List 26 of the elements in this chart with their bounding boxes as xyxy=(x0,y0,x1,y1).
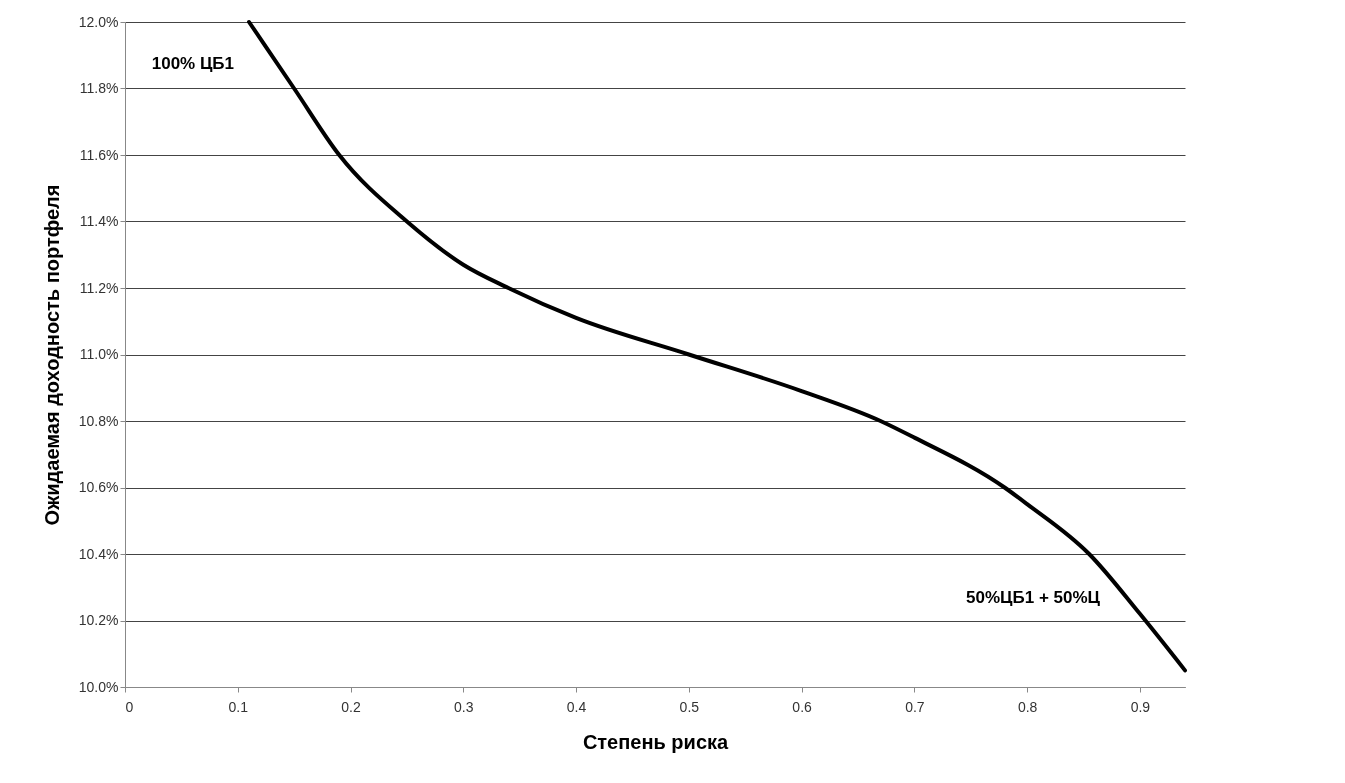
y-tick-label: 10.2% xyxy=(78,612,119,628)
x-tick-label: 0.9 xyxy=(1130,698,1151,715)
y-tick-label: 10.4% xyxy=(78,545,119,562)
y-tick-label: 11.2% xyxy=(79,279,119,296)
y-tick-label: 10.8% xyxy=(78,412,119,429)
y-axis-title: Ожидаемая доходность портфеля xyxy=(40,184,63,526)
x-tick-label: 0.7 xyxy=(905,698,925,715)
x-axis-title: Степень риска xyxy=(582,730,730,753)
y-tick-label: 11.8% xyxy=(79,80,119,96)
y-tick-label: 10.0% xyxy=(78,678,119,695)
y-tick-label: 11.4% xyxy=(79,213,119,229)
y-tick-label: 12.0% xyxy=(78,13,119,30)
x-tick-label: 0.8 xyxy=(1017,698,1038,715)
x-tick-label: 0.2 xyxy=(341,698,361,715)
x-tick-label: 0.3 xyxy=(454,698,474,715)
line-series xyxy=(247,20,1187,673)
x-tick-label: 0.6 xyxy=(792,698,813,715)
x-tick-label: 0.4 xyxy=(566,698,587,715)
y-tick-label: 11.0% xyxy=(79,346,119,362)
x-tick-label: 0 xyxy=(125,698,134,715)
x-tick-label: 0.5 xyxy=(679,698,700,715)
annotation: 100% ЦБ1 xyxy=(151,54,235,73)
y-tick-label: 10.6% xyxy=(78,479,119,495)
annotation: 50%ЦБ1 + 50%Ц xyxy=(966,588,1101,608)
x-tick-label: 0.1 xyxy=(228,698,249,715)
y-tick-label: 11.6% xyxy=(79,146,119,163)
